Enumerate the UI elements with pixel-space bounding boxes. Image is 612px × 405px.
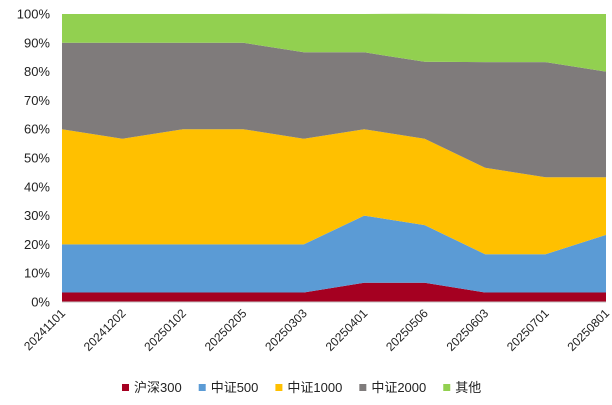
x-tick-label: 20250506: [383, 306, 431, 354]
legend-swatch-0: [122, 384, 129, 391]
legend-swatch-2: [275, 384, 283, 391]
legend-swatch-3: [359, 384, 367, 391]
x-tick-label: 20250102: [141, 306, 189, 354]
legend-label-2: 中证1000: [287, 380, 342, 395]
x-tick-label: 20241101: [21, 306, 68, 353]
y-tick-label: 0%: [31, 295, 50, 310]
x-tick-label: 20250303: [262, 306, 310, 354]
legend: 沪深300 中证500 中证1000 中证2000 其他: [122, 380, 481, 395]
legend-label-1: 中证500: [211, 380, 259, 395]
legend-swatch-1: [198, 384, 206, 391]
x-tick-label: 20250401: [323, 306, 371, 354]
y-tick-label: 50%: [24, 151, 50, 166]
y-tick-label: 60%: [24, 122, 50, 137]
legend-swatch-4: [443, 384, 451, 391]
area-layers: [62, 13, 606, 302]
y-tick-label: 30%: [24, 208, 50, 223]
y-tick-label: 10%: [24, 266, 50, 281]
area-series-4: [62, 13, 606, 72]
y-axis: 0% 10% 20% 30% 40% 50% 60% 70% 80% 90% 100%: [17, 7, 51, 310]
y-tick-label: 20%: [24, 237, 50, 252]
area-series-2: [62, 129, 606, 255]
y-tick-label: 40%: [24, 179, 50, 194]
area-series-0: [62, 282, 606, 302]
x-axis: 20241101 20241202 20250102 20250205 20250303…: [21, 301, 612, 354]
x-tick-label: 20250205: [202, 306, 250, 354]
x-tick-label: 20250603: [444, 306, 492, 354]
y-tick-label: 90%: [24, 35, 50, 50]
x-tick-label: 20250801: [564, 306, 612, 354]
area-series-3: [62, 42, 606, 178]
legend-label-4: 其他: [455, 380, 481, 395]
y-tick-label: 70%: [24, 93, 50, 108]
area-series-1: [62, 215, 606, 293]
legend-label-0: 沪深300: [134, 380, 182, 395]
y-tick-label: 80%: [24, 64, 50, 79]
legend-label-3: 中证2000: [371, 380, 426, 395]
x-tick-label: 20250701: [504, 306, 552, 354]
y-tick-label: 100%: [17, 7, 51, 22]
x-tick-label: 20241202: [81, 306, 129, 354]
